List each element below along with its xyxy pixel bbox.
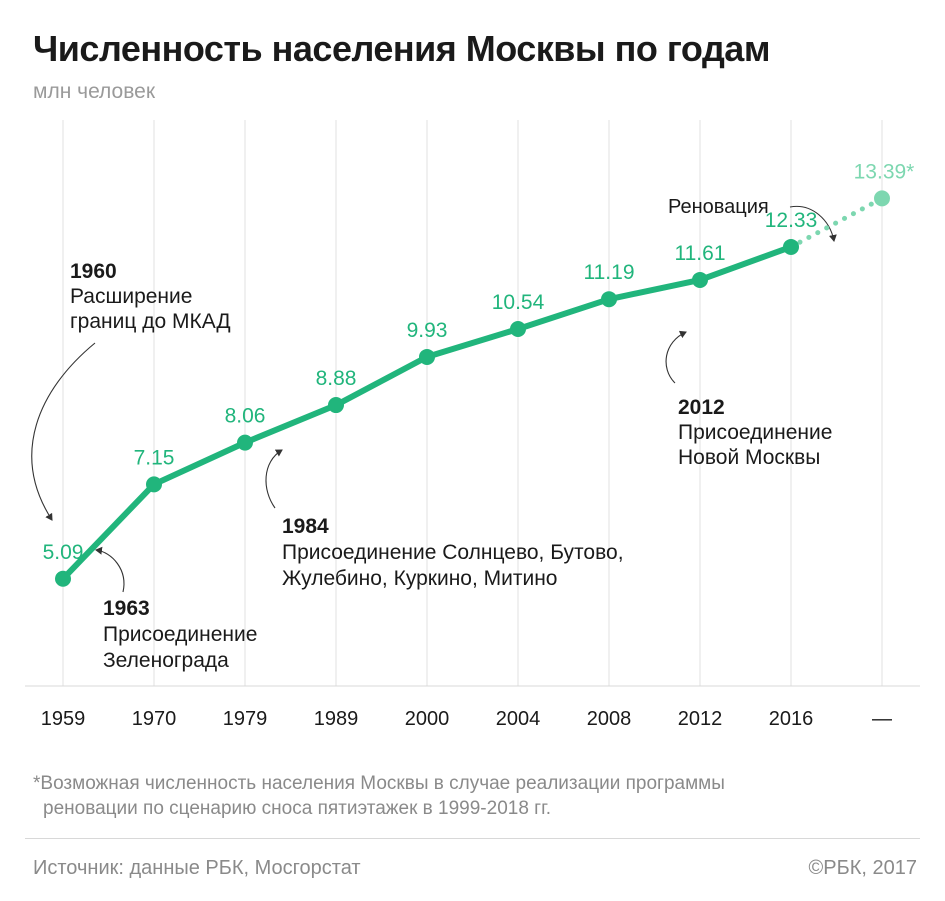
data-label: 13.39* xyxy=(854,160,915,183)
copyright: ©РБК, 2017 xyxy=(808,857,917,879)
annotation-1984-line-1: Присоединение Солнцево, Бутово, xyxy=(282,541,624,564)
data-label: 8.88 xyxy=(316,367,357,390)
x-axis-ticks: 1959 1970 1979 1989 2000 2004 2008 2012 2016 — xyxy=(41,708,892,730)
x-tick-label: 2000 xyxy=(405,708,450,730)
data-label: 12.33 xyxy=(765,209,818,232)
arrow-renovation xyxy=(789,205,837,242)
arrow-2012 xyxy=(665,330,687,384)
arrow-1984 xyxy=(265,449,283,509)
chart-title: Численность населения Москвы по годам xyxy=(33,28,770,69)
gridlines xyxy=(62,120,883,686)
annotation-1963-line-2: Зеленограда xyxy=(103,649,229,672)
data-point xyxy=(55,570,71,587)
annotation-1960-line-1: Расширение xyxy=(70,285,192,308)
data-labels: 5.09 7.15 8.06 8.88 9.93 10.54 11.19 11.61 12.33… xyxy=(43,160,915,563)
annotation-2012: 2012 Присоединение Новой Москвы xyxy=(678,396,832,469)
data-point xyxy=(692,271,708,288)
data-point xyxy=(328,397,344,414)
data-label: 11.61 xyxy=(675,242,726,265)
data-label: 10.54 xyxy=(492,291,545,314)
footnote-line-1: *Возможная численность населения Москвы … xyxy=(33,773,725,794)
data-point xyxy=(601,291,617,308)
data-label: 7.15 xyxy=(134,446,175,469)
x-tick-label: 1970 xyxy=(132,708,177,730)
x-tick-label: 2008 xyxy=(587,708,632,730)
annotation-1984-year: 1984 xyxy=(282,515,329,538)
series-lines xyxy=(60,195,885,582)
x-tick-label: 2012 xyxy=(678,708,723,730)
data-label: 9.93 xyxy=(407,319,448,342)
annotation-renovation-label: Реновация xyxy=(668,196,769,218)
x-tick-label: 1959 xyxy=(41,708,86,730)
annotation-2012-line-1: Присоединение xyxy=(678,421,832,444)
arrow-1960 xyxy=(31,342,96,521)
annotation-2012-year: 2012 xyxy=(678,396,725,419)
footnote-line-2: реновации по сценарию сноса пятиэтажек в… xyxy=(43,798,551,819)
annotation-1984: 1984 Присоединение Солнцево, Бутово, Жул… xyxy=(282,515,624,590)
data-point xyxy=(419,348,435,365)
forecast-series-line xyxy=(788,195,885,250)
data-point xyxy=(237,434,253,451)
data-point xyxy=(783,238,799,255)
source-credit: Источник: данные РБК, Мосгорстат xyxy=(33,857,361,879)
x-tick-label: 2016 xyxy=(769,708,814,730)
x-tick-label: — xyxy=(872,708,892,730)
annotation-1963-year: 1963 xyxy=(103,597,150,620)
annotation-1984-line-2: Жулебино, Куркино, Митино xyxy=(282,567,557,590)
annotation-1963-line-1: Присоединение xyxy=(103,623,257,646)
annotation-1963: 1963 Присоединение Зеленограда xyxy=(103,597,257,672)
x-tick-label: 1989 xyxy=(314,708,359,730)
chart-subtitle: млн человек xyxy=(33,80,156,103)
x-tick-label: 2004 xyxy=(496,708,541,730)
x-tick-label: 1979 xyxy=(223,708,268,730)
annotation-2012-line-2: Новой Москвы xyxy=(678,446,820,469)
data-point xyxy=(510,320,526,337)
data-points xyxy=(55,190,890,587)
annotation-1960: 1960 Расширение границ до МКАД xyxy=(70,260,231,333)
data-label: 8.06 xyxy=(225,405,266,428)
annotation-renovation: Реновация xyxy=(668,196,769,218)
annotation-arrows xyxy=(31,205,837,593)
annotation-1960-year: 1960 xyxy=(70,260,117,283)
data-point xyxy=(146,476,162,493)
forecast-point xyxy=(874,190,890,207)
data-label: 11.19 xyxy=(584,261,635,284)
arrow-1963 xyxy=(95,546,125,593)
footer-divider xyxy=(25,838,920,839)
annotation-1960-line-2: границ до МКАД xyxy=(70,310,231,333)
data-label: 5.09 xyxy=(43,541,84,564)
footnote: *Возможная численность населения Москвы … xyxy=(33,771,913,821)
